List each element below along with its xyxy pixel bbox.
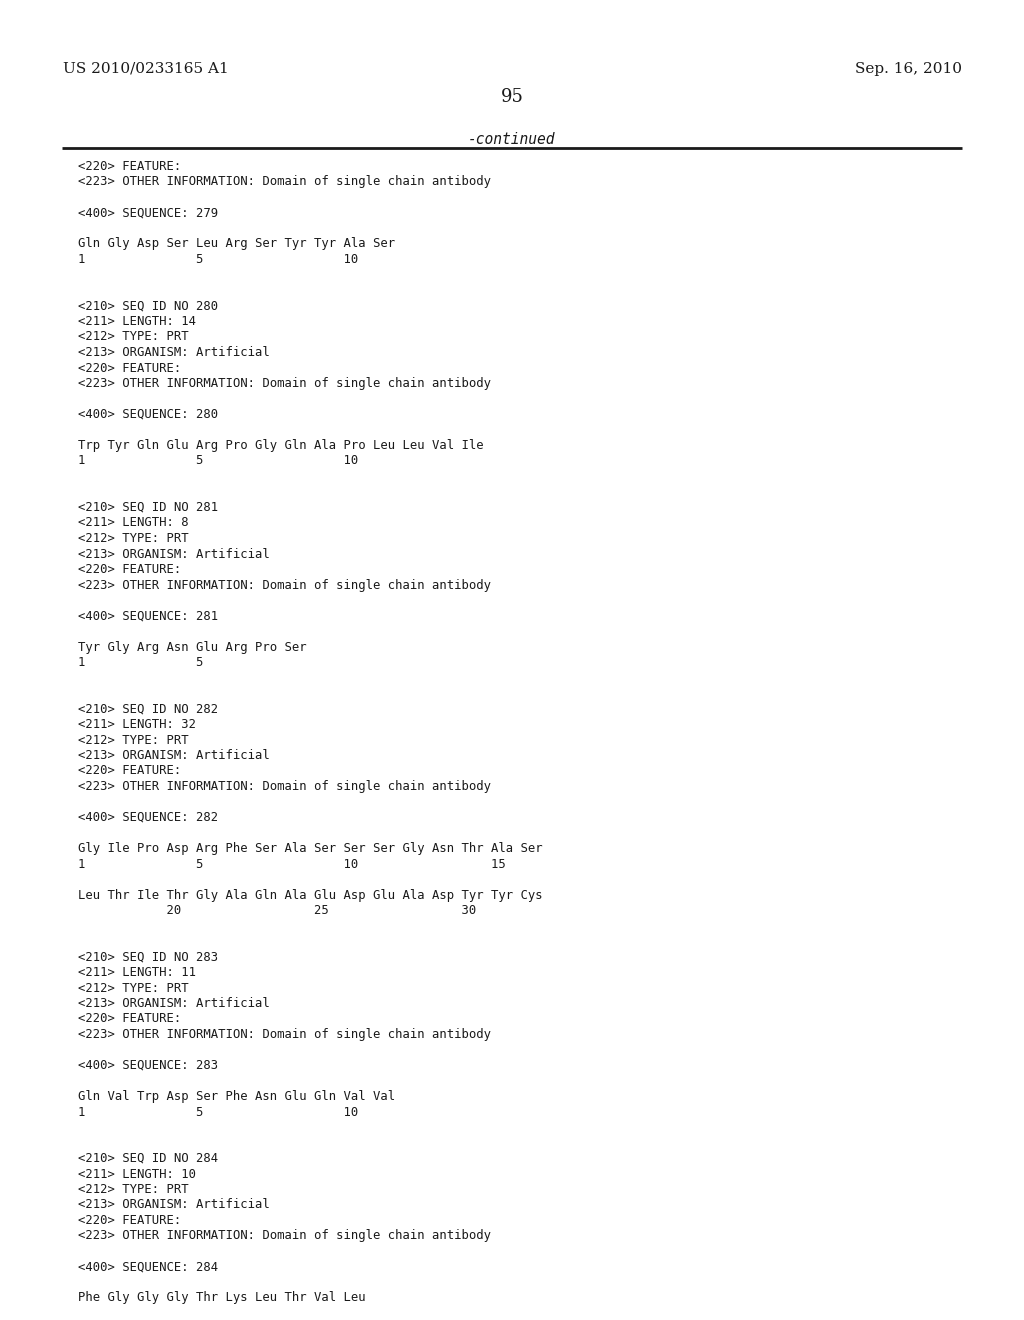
Text: <213> ORGANISM: Artificial: <213> ORGANISM: Artificial [78, 748, 269, 762]
Text: <220> FEATURE:: <220> FEATURE: [78, 160, 181, 173]
Text: <223> OTHER INFORMATION: Domain of single chain antibody: <223> OTHER INFORMATION: Domain of singl… [78, 378, 490, 389]
Text: 1               5                   10                  15: 1 5 10 15 [78, 858, 506, 870]
Text: 95: 95 [501, 88, 523, 106]
Text: <223> OTHER INFORMATION: Domain of single chain antibody: <223> OTHER INFORMATION: Domain of singl… [78, 780, 490, 793]
Text: <211> LENGTH: 8: <211> LENGTH: 8 [78, 516, 188, 529]
Text: <220> FEATURE:: <220> FEATURE: [78, 764, 181, 777]
Text: <212> TYPE: PRT: <212> TYPE: PRT [78, 1183, 188, 1196]
Text: <220> FEATURE:: <220> FEATURE: [78, 362, 181, 375]
Text: <210> SEQ ID NO 281: <210> SEQ ID NO 281 [78, 502, 218, 513]
Text: <210> SEQ ID NO 282: <210> SEQ ID NO 282 [78, 702, 218, 715]
Text: Tyr Gly Arg Asn Glu Arg Pro Ser: Tyr Gly Arg Asn Glu Arg Pro Ser [78, 640, 306, 653]
Text: Phe Gly Gly Gly Thr Lys Leu Thr Val Leu: Phe Gly Gly Gly Thr Lys Leu Thr Val Leu [78, 1291, 366, 1304]
Text: <210> SEQ ID NO 284: <210> SEQ ID NO 284 [78, 1152, 218, 1166]
Text: <212> TYPE: PRT: <212> TYPE: PRT [78, 330, 188, 343]
Text: Gln Val Trp Asp Ser Phe Asn Glu Gln Val Val: Gln Val Trp Asp Ser Phe Asn Glu Gln Val … [78, 1090, 395, 1104]
Text: <220> FEATURE:: <220> FEATURE: [78, 564, 181, 576]
Text: <212> TYPE: PRT: <212> TYPE: PRT [78, 532, 188, 545]
Text: <220> FEATURE:: <220> FEATURE: [78, 1012, 181, 1026]
Text: Sep. 16, 2010: Sep. 16, 2010 [855, 62, 962, 77]
Text: <213> ORGANISM: Artificial: <213> ORGANISM: Artificial [78, 1199, 269, 1212]
Text: <400> SEQUENCE: 281: <400> SEQUENCE: 281 [78, 610, 218, 623]
Text: Trp Tyr Gln Glu Arg Pro Gly Gln Ala Pro Leu Leu Val Ile: Trp Tyr Gln Glu Arg Pro Gly Gln Ala Pro … [78, 440, 483, 451]
Text: <223> OTHER INFORMATION: Domain of single chain antibody: <223> OTHER INFORMATION: Domain of singl… [78, 176, 490, 189]
Text: Gly Ile Pro Asp Arg Phe Ser Ala Ser Ser Ser Gly Asn Thr Ala Ser: Gly Ile Pro Asp Arg Phe Ser Ala Ser Ser … [78, 842, 543, 855]
Text: -continued: -continued [468, 132, 556, 147]
Text: <223> OTHER INFORMATION: Domain of single chain antibody: <223> OTHER INFORMATION: Domain of singl… [78, 1028, 490, 1041]
Text: <400> SEQUENCE: 282: <400> SEQUENCE: 282 [78, 810, 218, 824]
Text: <211> LENGTH: 14: <211> LENGTH: 14 [78, 315, 196, 327]
Text: <213> ORGANISM: Artificial: <213> ORGANISM: Artificial [78, 346, 269, 359]
Text: <211> LENGTH: 11: <211> LENGTH: 11 [78, 966, 196, 979]
Text: <211> LENGTH: 32: <211> LENGTH: 32 [78, 718, 196, 731]
Text: <223> OTHER INFORMATION: Domain of single chain antibody: <223> OTHER INFORMATION: Domain of singl… [78, 578, 490, 591]
Text: <400> SEQUENCE: 279: <400> SEQUENCE: 279 [78, 206, 218, 219]
Text: 1               5                   10: 1 5 10 [78, 1106, 358, 1118]
Text: <212> TYPE: PRT: <212> TYPE: PRT [78, 982, 188, 994]
Text: 1               5: 1 5 [78, 656, 204, 669]
Text: <400> SEQUENCE: 284: <400> SEQUENCE: 284 [78, 1261, 218, 1274]
Text: US 2010/0233165 A1: US 2010/0233165 A1 [63, 62, 228, 77]
Text: <220> FEATURE:: <220> FEATURE: [78, 1214, 181, 1228]
Text: Gln Gly Asp Ser Leu Arg Ser Tyr Tyr Ala Ser: Gln Gly Asp Ser Leu Arg Ser Tyr Tyr Ala … [78, 238, 395, 251]
Text: 1               5                   10: 1 5 10 [78, 253, 358, 267]
Text: <212> TYPE: PRT: <212> TYPE: PRT [78, 734, 188, 747]
Text: <223> OTHER INFORMATION: Domain of single chain antibody: <223> OTHER INFORMATION: Domain of singl… [78, 1229, 490, 1242]
Text: Leu Thr Ile Thr Gly Ala Gln Ala Glu Asp Glu Ala Asp Tyr Tyr Cys: Leu Thr Ile Thr Gly Ala Gln Ala Glu Asp … [78, 888, 543, 902]
Text: <400> SEQUENCE: 283: <400> SEQUENCE: 283 [78, 1059, 218, 1072]
Text: <213> ORGANISM: Artificial: <213> ORGANISM: Artificial [78, 997, 269, 1010]
Text: <210> SEQ ID NO 280: <210> SEQ ID NO 280 [78, 300, 218, 313]
Text: <210> SEQ ID NO 283: <210> SEQ ID NO 283 [78, 950, 218, 964]
Text: 20                  25                  30: 20 25 30 [78, 904, 476, 917]
Text: <213> ORGANISM: Artificial: <213> ORGANISM: Artificial [78, 548, 269, 561]
Text: <211> LENGTH: 10: <211> LENGTH: 10 [78, 1167, 196, 1180]
Text: <400> SEQUENCE: 280: <400> SEQUENCE: 280 [78, 408, 218, 421]
Text: 1               5                   10: 1 5 10 [78, 454, 358, 467]
